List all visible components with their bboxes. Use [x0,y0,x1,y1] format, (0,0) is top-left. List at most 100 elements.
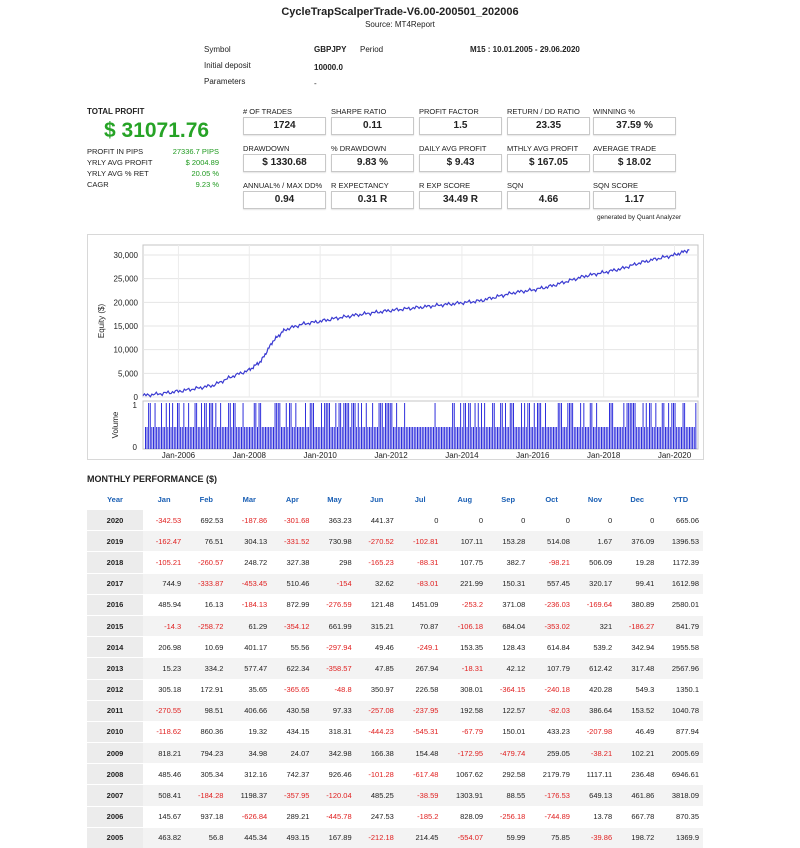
month-cell: 493.15 [271,826,314,848]
month-cell: 342.94 [616,636,659,658]
column-header: Mar [242,495,256,504]
profit-stat-value: 20.05 % [191,169,219,178]
volume-bar [551,427,553,449]
month-cell: 342.98 [313,742,356,764]
volume-bar [149,403,151,449]
volume-bar [597,427,599,449]
ytd-cell: 841.79 [658,614,703,637]
volume-bar [335,403,337,449]
metric-label: R EXP SCORE [419,181,471,190]
volume-bar [383,427,385,449]
volume-bar [413,427,415,449]
volume-bar [605,427,607,449]
equity-chart-frame: 30,000 25,000 20,000 15,000 10,000 5,000 0 Equi… [87,234,704,460]
volume-bar [188,403,190,449]
volume-bar [623,403,625,449]
volume-bar [445,427,447,449]
volume-bar [229,403,231,449]
volume-bar [453,403,455,449]
month-cell: 557.45 [529,572,574,595]
volume-bar [252,427,254,449]
volume-bar [220,403,222,449]
month-cell: 289.21 [271,805,314,828]
volume-bar [573,427,575,449]
volume-bar [277,403,279,449]
volume-bar [593,427,594,449]
volume-bar [313,403,314,449]
volume-bar [330,427,332,449]
volume-bar [466,427,468,449]
year-cell: 2016 [87,593,143,616]
volume-bar [663,403,665,449]
ytd-cell: 1350.1 [658,678,703,701]
month-cell: -744.89 [529,805,574,828]
volume-bar [449,427,450,449]
month-cell: 510.46 [271,572,314,595]
volume-bar [399,427,401,449]
volume-bar [634,403,636,449]
volume-bar [625,427,626,449]
profit-stat-label: YRLY AVG PROFIT [87,158,153,167]
month-cell: -186.27 [616,614,659,637]
volume-bar [565,427,567,449]
volume-bar [161,403,162,449]
metric-value: 0.11 [331,117,414,135]
month-cell: -154 [313,572,356,595]
volume-bar [657,427,658,449]
month-cell: 506.09 [573,551,617,574]
month-cell: -38.21 [573,742,617,764]
volume-bar [537,403,538,449]
volume-bar [452,403,454,449]
volume-bar [314,427,316,449]
month-cell: -301.68 [271,508,314,531]
month-cell: 56.8 [185,826,228,848]
volume-bar [257,427,258,449]
volume-bar [407,427,409,449]
volume-bar [357,403,359,449]
volume-bar [493,403,495,449]
volume-bar [532,427,534,449]
month-cell: 317.48 [616,657,659,679]
volume-bar [255,403,257,449]
column-header: Sep [501,495,516,504]
volume-bar [210,403,212,449]
month-cell: 0 [487,508,530,531]
volume-bar [626,403,628,449]
year-cell: 2012 [87,678,143,701]
volume-bar [469,403,471,449]
month-cell: -240.18 [529,678,574,701]
volume-bar [665,427,666,449]
month-cell: -118.62 [143,720,186,743]
volume-bar [365,403,367,449]
month-cell: 401.17 [227,636,272,658]
month-cell: 305.34 [185,763,228,785]
volume-bar [679,427,681,449]
month-cell: -185.2 [397,805,443,828]
month-cell: 926.46 [313,763,356,785]
volume-bar [553,427,554,449]
y-tick-label: 0 [134,393,139,402]
month-cell: -83.01 [397,572,443,595]
volume-bar [585,427,586,449]
volume-bar [394,427,396,449]
parameters-value: - [314,79,317,88]
metric-label: ANNUAL% / MAX DD% [243,181,323,190]
volume-bar [655,403,657,449]
volume-bar [415,427,417,449]
volume-bar [564,427,566,449]
volume-bar [636,427,638,449]
volume-bar [266,427,268,449]
metric-value: $ 167.05 [507,154,590,172]
table-row: 2008 485.46 305.34 312.16 742.37 926.46 -101.2… [87,763,703,785]
metric-label: WINNING % [593,107,636,116]
column-header: Jul [414,495,426,504]
volume-bar [556,427,558,449]
metric-value: $ 1330.68 [243,154,326,172]
period-label: Period [360,45,384,54]
volume-bar [484,403,486,449]
month-cell: 744.9 [143,572,186,595]
volume-bar [244,427,246,449]
volume-bar [505,403,506,449]
volume-bar [345,403,346,449]
month-cell: -331.52 [271,530,314,552]
